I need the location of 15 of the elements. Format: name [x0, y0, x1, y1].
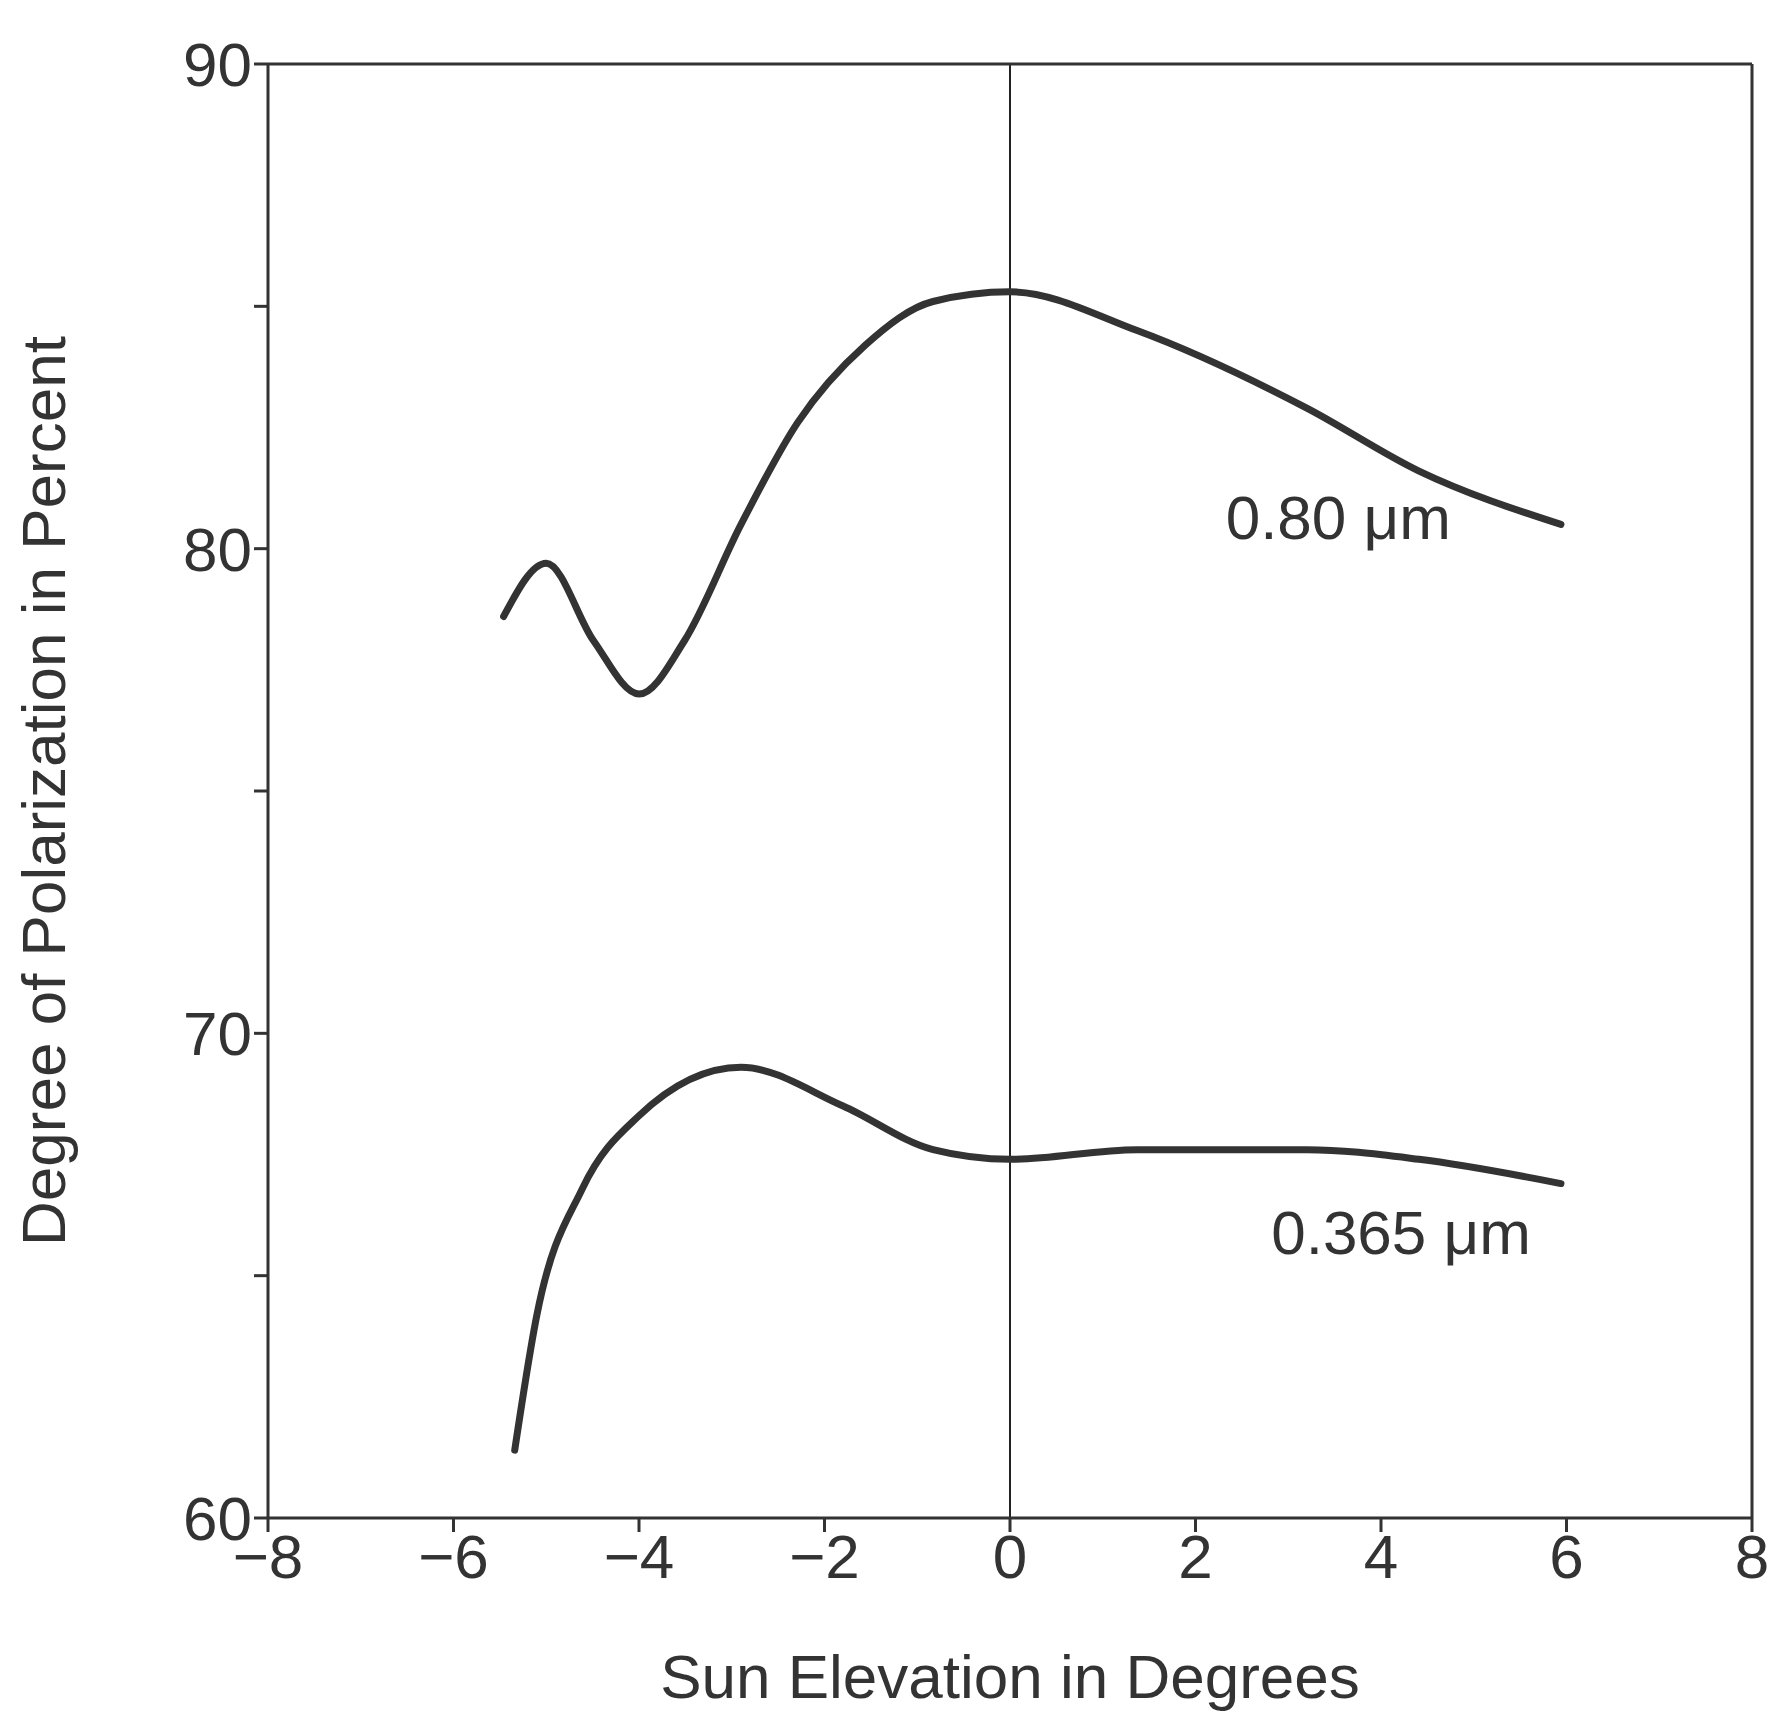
x-tick-label: 2: [1178, 1522, 1213, 1592]
x-tick-label: 0: [992, 1522, 1028, 1592]
x-tick-label: −2: [789, 1522, 860, 1592]
y-tick-label: 80: [183, 514, 252, 584]
x-tick-label: −4: [603, 1522, 675, 1592]
series-label: 0.80 μm: [1225, 483, 1451, 553]
x-tick-label: 6: [1549, 1522, 1584, 1592]
x-tick-label: 4: [1363, 1522, 1399, 1592]
y-tick-label: 70: [183, 999, 252, 1069]
x-tick-label: 8: [1734, 1522, 1770, 1592]
x-tick-label: −6: [418, 1522, 489, 1592]
y-axis-title: Degree of Polarization in Percent: [9, 336, 79, 1246]
y-tick-label: 90: [183, 30, 252, 100]
x-axis-title: Sun Elevation in Degrees: [660, 1642, 1360, 1711]
series-label: 0.365 μm: [1271, 1197, 1531, 1267]
